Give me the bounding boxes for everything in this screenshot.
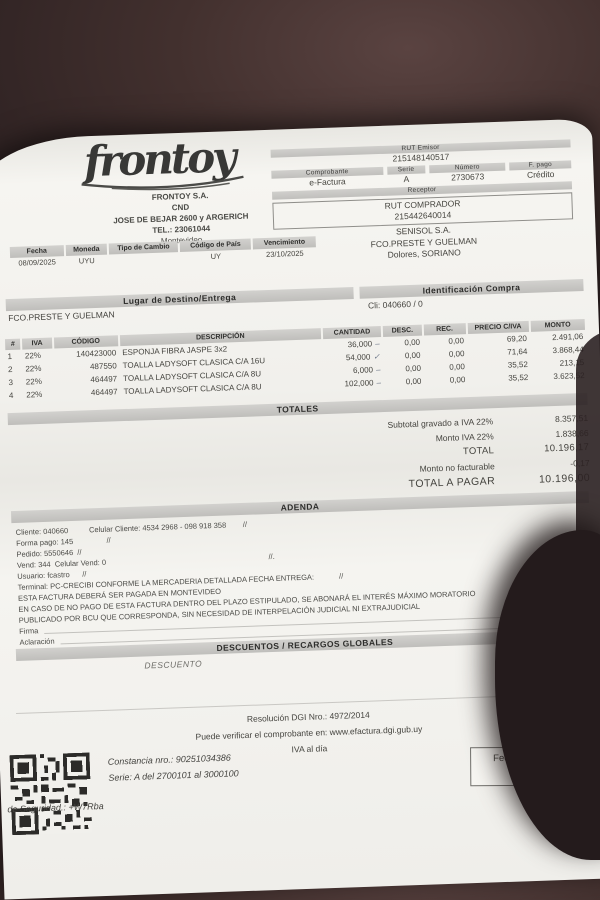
field-numero: Número 2730673 bbox=[429, 162, 506, 185]
invoice-paper: frontoy FRONTOY S.A. CND JOSE DE BEJAR 2… bbox=[0, 118, 600, 900]
identificacion-header: Identificación Compra bbox=[359, 278, 584, 299]
item-num: 1 bbox=[7, 351, 13, 362]
field-comprobante: Comprobante e-Factura bbox=[271, 166, 384, 190]
field-serie: Serie A bbox=[386, 165, 426, 185]
item-precio: 35,52 bbox=[508, 372, 529, 383]
item-cantidad-value: 102,000 bbox=[344, 378, 374, 389]
pen-check-mark: – bbox=[376, 378, 382, 388]
field-fpago: F. pago Crédito bbox=[509, 160, 572, 181]
item-num: 2 bbox=[7, 364, 13, 375]
totals-block: Subtotal gravado a IVA 22% 8.357,51 Mont… bbox=[248, 413, 590, 500]
item-iva: 22% bbox=[26, 389, 43, 400]
pen-check-mark: – bbox=[374, 339, 380, 349]
total-value: 10.196,17 bbox=[543, 441, 590, 455]
firma-label: Firma bbox=[19, 626, 39, 636]
item-cantidad-value: 36,000 bbox=[347, 339, 373, 350]
constancia-block: Constancia nro.: 90251034386 Serie: A de… bbox=[108, 749, 239, 786]
qr-code-icon bbox=[9, 752, 93, 836]
meta-value-tipo-cambio bbox=[109, 252, 178, 266]
item-desc: 0,00 bbox=[405, 376, 422, 387]
meta-value-codigo-pais: UY bbox=[210, 251, 222, 261]
meta-value-moneda: UYU bbox=[78, 256, 95, 266]
item-codigo: 464497 bbox=[90, 387, 118, 398]
items-table: # IVA CÓDIGO DESCRIPCIÓN CANTIDAD DESC. … bbox=[3, 318, 589, 402]
item-cantidad: 102,000– bbox=[324, 376, 383, 391]
total-label: Monto no facturable bbox=[419, 460, 495, 474]
item-num: 4 bbox=[8, 390, 14, 401]
field-numero-value: 2730673 bbox=[450, 171, 485, 183]
seller-block: frontoy bbox=[48, 132, 269, 191]
item-cantidad-value: 54,000 bbox=[345, 352, 371, 363]
meta-value-vencimiento: 23/10/2025 bbox=[265, 248, 304, 260]
destino-header: Lugar de Destino/Entrega bbox=[5, 286, 354, 312]
total-label: Monto IVA 22% bbox=[435, 430, 494, 443]
identificacion-value: Cli: 040660 / 0 bbox=[367, 298, 423, 311]
col-num: # bbox=[4, 338, 21, 351]
item-iva: 22% bbox=[24, 350, 42, 361]
pen-check-mark: ✓ bbox=[373, 352, 381, 362]
item-rec: 0,00 bbox=[449, 375, 466, 385]
descuento-label: DESCUENTO bbox=[144, 658, 203, 671]
pen-check-mark: – bbox=[375, 365, 381, 375]
item-cantidad-value: 6,000 bbox=[352, 365, 374, 376]
codigo-seguridad-text: de Seguridad.: +W7Rba bbox=[7, 801, 104, 815]
total-value: 1.838,66 bbox=[555, 427, 589, 439]
total-label: TOTAL bbox=[462, 445, 495, 458]
total-label: TOTAL A PAGAR bbox=[408, 475, 496, 491]
total-label: Subtotal gravado a IVA 22% bbox=[387, 416, 494, 430]
meta-value-fecha: 08/09/2025 bbox=[18, 257, 57, 268]
total-value: 8.357,51 bbox=[554, 412, 589, 425]
logo-swoosh-icon bbox=[81, 175, 244, 191]
aclaracion-label: Aclaración bbox=[19, 636, 55, 647]
serie-text: Serie: A del 2700101 al 3000100 bbox=[108, 768, 239, 783]
item-iva: 22% bbox=[25, 363, 42, 374]
destino-value: FCO.PRESTE Y GUELMAN bbox=[8, 309, 115, 324]
item-iva: 22% bbox=[25, 376, 43, 387]
field-fpago-value: Crédito bbox=[526, 168, 555, 180]
item-num: 3 bbox=[8, 377, 14, 388]
field-serie-value: A bbox=[403, 173, 410, 185]
